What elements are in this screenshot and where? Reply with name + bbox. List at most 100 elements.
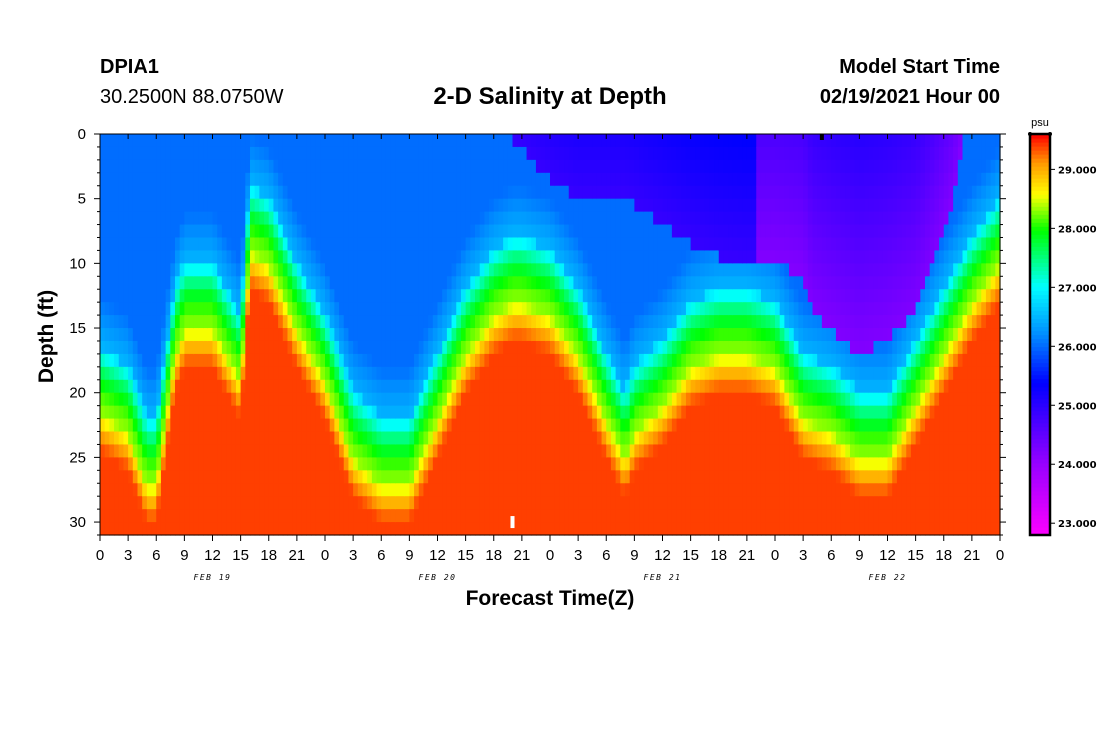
- heatmap-cell: [460, 250, 467, 264]
- heatmap-cell: [700, 289, 706, 303]
- heatmap-cell: [746, 211, 753, 226]
- heatmap-cell: [175, 470, 181, 484]
- heatmap-cell: [840, 134, 846, 148]
- heatmap-cell: [821, 159, 828, 174]
- heatmap-cell: [409, 353, 415, 368]
- heatmap-cell: [648, 237, 654, 252]
- heatmap-cell: [840, 340, 846, 355]
- heatmap-cell: [451, 392, 457, 407]
- heatmap-cell: [367, 366, 373, 381]
- heatmap-cell: [606, 522, 612, 536]
- heatmap-cell: [657, 353, 664, 368]
- heatmap-cell: [564, 457, 570, 471]
- heatmap-cell: [118, 509, 125, 523]
- heatmap-cell: [587, 315, 593, 329]
- heatmap-cell: [400, 522, 406, 536]
- heatmap-cell: [193, 263, 200, 277]
- heatmap-cell: [184, 431, 190, 446]
- heatmap-cell: [596, 470, 603, 484]
- heatmap-cell: [526, 224, 532, 239]
- heatmap-cell: [606, 353, 612, 368]
- heatmap-cell: [432, 159, 439, 174]
- heatmap-cell: [760, 328, 767, 342]
- heatmap-cell: [362, 509, 368, 523]
- heatmap-cell: [334, 353, 340, 368]
- heatmap-cell: [489, 470, 495, 484]
- heatmap-cell: [310, 522, 317, 536]
- heatmap-cell: [371, 198, 378, 213]
- heatmap-cell: [353, 405, 359, 420]
- heatmap-cell: [751, 134, 757, 148]
- heatmap-cell: [301, 237, 307, 252]
- heatmap-cell: [606, 366, 612, 381]
- heatmap-cell: [315, 328, 321, 342]
- heatmap-cell: [296, 237, 303, 252]
- heatmap-cell: [807, 522, 814, 536]
- heatmap-cell: [357, 496, 364, 510]
- heatmap-cell: [615, 159, 621, 174]
- heatmap-cell: [732, 340, 739, 355]
- heatmap-cell: [535, 302, 542, 316]
- heatmap-cell: [428, 315, 434, 329]
- heatmap-cell: [854, 134, 860, 148]
- heatmap-cell: [695, 146, 701, 161]
- heatmap-cell: [676, 509, 682, 523]
- heatmap-cell: [292, 483, 298, 497]
- heatmap-cell: [109, 146, 115, 161]
- heatmap-cell: [465, 172, 471, 187]
- heatmap-cell: [170, 418, 176, 433]
- heatmap-cell: [751, 159, 757, 174]
- heatmap-cell: [681, 418, 687, 433]
- heatmap-cell: [503, 444, 509, 458]
- heatmap-cell: [850, 392, 856, 407]
- heatmap-cell: [301, 444, 307, 458]
- heatmap-cell: [404, 405, 410, 420]
- heatmap-cell: [531, 237, 537, 252]
- heatmap-cell: [146, 198, 153, 213]
- heatmap-cell: [123, 134, 129, 148]
- heatmap-cell: [531, 134, 537, 148]
- heatmap-cell: [175, 353, 181, 368]
- heatmap-cell: [728, 315, 734, 329]
- heatmap-cell: [507, 340, 514, 355]
- heatmap-cell: [385, 328, 392, 342]
- heatmap-cell: [540, 159, 546, 174]
- heatmap-cell: [376, 159, 382, 174]
- heatmap-cell: [278, 509, 284, 523]
- heatmap-cell: [601, 211, 607, 226]
- heatmap-cell: [840, 392, 846, 407]
- heatmap-cell: [746, 328, 753, 342]
- heatmap-cell: [676, 302, 682, 316]
- heatmap-cell: [470, 496, 476, 510]
- heatmap-cell: [278, 185, 284, 200]
- heatmap-cell: [526, 237, 532, 252]
- heatmap-cell: [235, 289, 242, 303]
- heatmap-cell: [732, 366, 739, 381]
- heatmap-cell: [676, 159, 682, 174]
- heatmap-cell: [221, 172, 228, 187]
- heatmap-cell: [367, 379, 373, 394]
- heatmap-cell: [357, 159, 364, 174]
- heatmap-cell: [690, 328, 696, 342]
- heatmap-cell: [807, 483, 814, 497]
- heatmap-cell: [409, 340, 415, 355]
- heatmap-cell: [175, 483, 181, 497]
- heatmap-cell: [634, 496, 640, 510]
- heatmap-cell: [648, 353, 654, 368]
- heatmap-cell: [357, 379, 364, 394]
- heatmap-cell: [714, 146, 720, 161]
- heatmap-cell: [728, 159, 734, 174]
- heatmap-cell: [789, 457, 795, 471]
- heatmap-cell: [367, 198, 373, 213]
- heatmap-cell: [634, 302, 640, 316]
- heatmap-cell: [639, 211, 645, 226]
- heatmap-cell: [498, 496, 504, 510]
- heatmap-cell: [732, 379, 739, 394]
- heatmap-cell: [221, 146, 228, 161]
- heatmap-cell: [807, 134, 814, 148]
- heatmap-cell: [817, 522, 823, 536]
- heatmap-cell: [667, 211, 673, 226]
- heatmap-cell: [250, 224, 256, 239]
- heatmap-cell: [329, 276, 335, 290]
- heatmap-cell: [179, 250, 185, 264]
